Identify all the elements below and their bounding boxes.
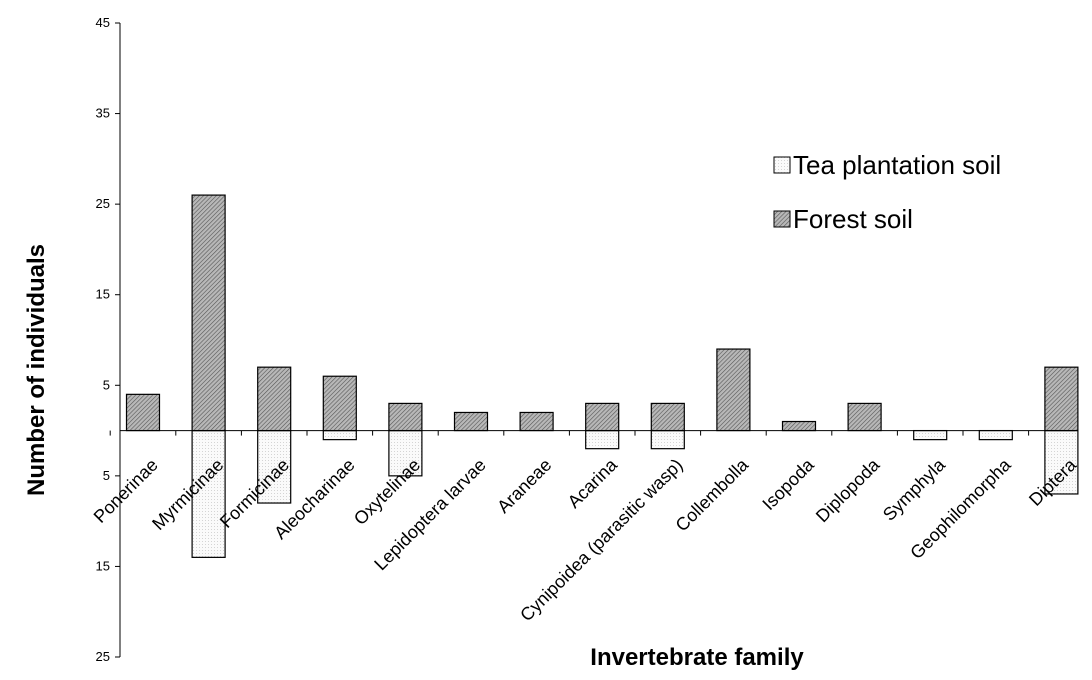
category-label: Isopoda [758,454,818,514]
bar-tea-aleocharinae [322,429,357,441]
bar-forest-diplopoda [847,402,882,432]
category-label: Diplopoda [812,454,884,526]
bar-tea-formicinae [257,429,292,504]
category-label: Symphyla [879,454,950,525]
bar-forest-isopoda [781,420,817,432]
x-axis-title: Invertebrate family [590,644,804,671]
bar-forest-oxytelinae [388,402,423,432]
bar-forest-aleocharinae [322,375,357,432]
y-axis-title: Number of individuals [23,244,50,496]
y-tick-label: 5 [103,377,110,392]
y-tick-label: 5 [103,468,110,483]
bar-forest-collembolla [716,348,751,432]
legend-label-tea: Tea plantation soil [793,150,1001,180]
bar-tea-diptera [1044,429,1079,495]
y-tick-label: 25 [96,649,110,664]
bar-forest-formicinae [257,366,292,432]
bar-tea-acarina [585,429,620,450]
legend: Tea plantation soil Forest soil [773,150,1001,234]
plot-area: 45352515551525PonerinaeMyrmicinaeFormici… [90,15,1081,664]
category-label: Lepidoptera larvae [370,455,490,575]
legend-swatch-tea [773,156,791,174]
bar-forest-ponerinae [125,393,161,432]
legend-label-forest: Forest soil [793,204,913,234]
y-tick-label: 25 [96,196,110,211]
legend-swatch-forest [773,210,791,228]
bar-tea-symphyla [913,429,948,441]
y-tick-label: 35 [96,106,110,121]
bar-forest-cynipoidea-parasitic-wasp [650,402,685,432]
y-tick-label: 45 [96,15,110,30]
bar-forest-araneae [519,411,554,432]
y-tick-label: 15 [96,558,110,573]
bar-forest-diptera [1044,366,1079,432]
bar-tea-cynipoidea-parasitic-wasp [650,429,685,450]
bar-forest-acarina [585,402,620,432]
bar-forest-lepidoptera-larvae [453,411,489,432]
category-label: Araneae [493,455,555,517]
category-label: Acarina [564,454,622,512]
y-tick-label: 15 [96,287,110,302]
bar-tea-geophilomorpha [978,429,1013,441]
bar-forest-myrmicinae [191,194,226,432]
